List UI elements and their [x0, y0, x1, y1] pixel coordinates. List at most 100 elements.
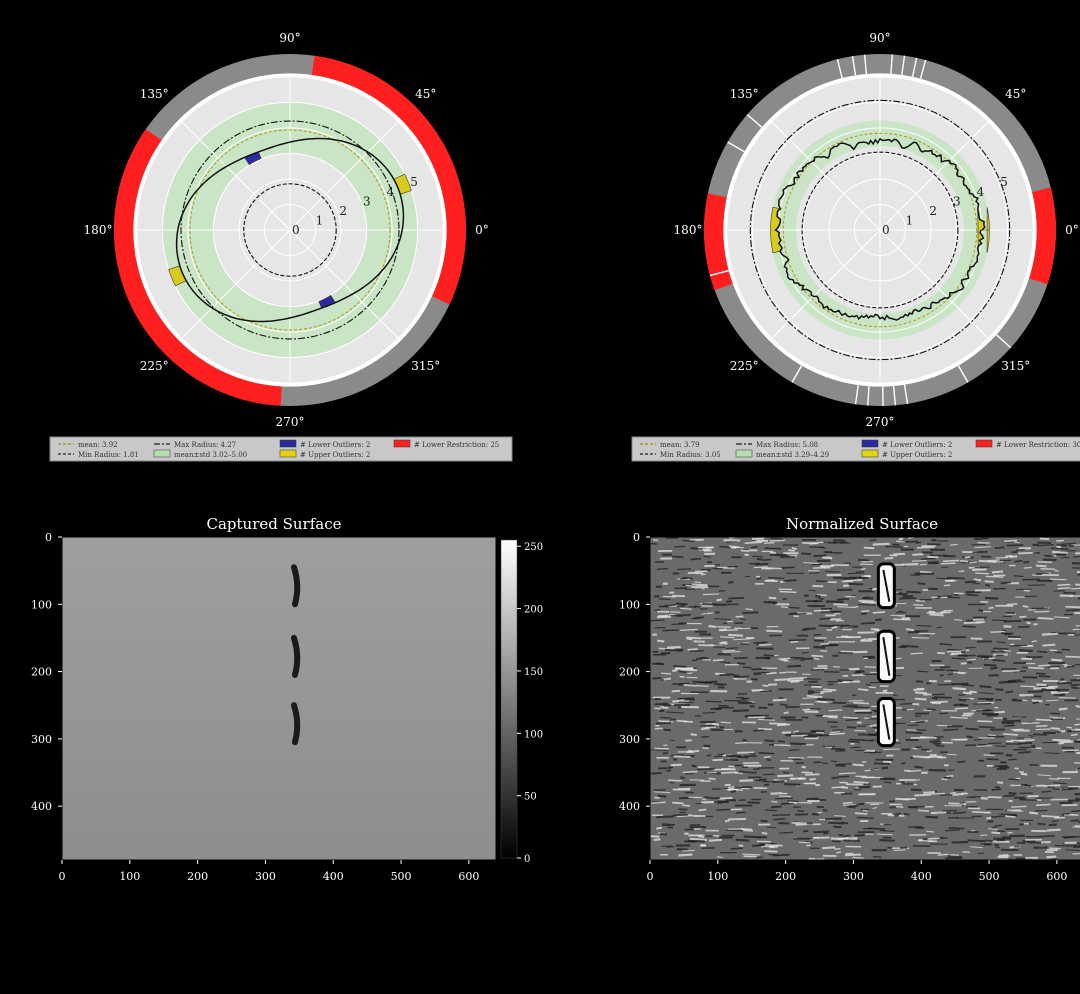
texture-streak	[862, 809, 869, 812]
colorbar-tick-label: 100	[524, 729, 543, 740]
texture-streak	[1056, 539, 1064, 542]
texture-streak	[1050, 691, 1069, 694]
texture-streak	[677, 697, 694, 700]
texture-streak	[713, 618, 731, 621]
texture-streak	[678, 853, 693, 857]
texture-streak	[1002, 836, 1012, 839]
texture-streak	[1038, 664, 1051, 667]
texture-streak	[683, 683, 696, 687]
texture-streak	[985, 575, 1004, 578]
texture-streak	[930, 811, 947, 815]
angle-tick-label: 315°	[1001, 359, 1030, 373]
texture-streak	[1057, 583, 1071, 586]
texture-streak	[815, 731, 824, 734]
texture-streak	[725, 600, 733, 603]
texture-streak	[787, 664, 801, 668]
texture-streak	[668, 779, 683, 782]
legend-label: Max Radius: 5.08	[756, 441, 818, 449]
texture-streak	[965, 727, 979, 731]
texture-streak	[975, 709, 993, 712]
texture-streak	[1041, 790, 1052, 793]
texture-streak	[1003, 724, 1015, 727]
texture-streak	[1046, 855, 1057, 859]
colorbar-tick-label: 250	[524, 542, 543, 553]
texture-streak	[824, 551, 843, 554]
texture-streak	[732, 709, 749, 713]
texture-streak	[813, 830, 830, 834]
ring-tick	[911, 57, 918, 77]
texture-streak	[650, 835, 660, 838]
texture-streak	[825, 817, 843, 821]
texture-streak	[756, 577, 762, 580]
texture-streak	[777, 774, 794, 778]
texture-streak	[671, 689, 680, 693]
texture-streak	[669, 614, 684, 617]
texture-streak	[779, 671, 787, 674]
radial-tick-label: 4	[977, 185, 985, 199]
texture-streak	[660, 832, 667, 836]
texture-streak	[745, 714, 761, 717]
radial-tick-label: 1	[906, 213, 914, 227]
texture-streak	[810, 668, 824, 671]
texture-streak	[730, 790, 737, 793]
texture-streak	[938, 562, 956, 565]
texture-streak	[728, 633, 743, 637]
texture-streak	[1011, 805, 1027, 808]
surface-mark-detail	[882, 569, 891, 602]
texture-streak	[939, 712, 949, 715]
texture-streak	[738, 844, 744, 847]
texture-streak	[657, 639, 665, 643]
texture-streak	[710, 644, 723, 646]
plot-title: Captured Surface	[206, 515, 341, 533]
radial-tick-label: 2	[339, 204, 347, 218]
texture-streak	[762, 558, 772, 562]
texture-streak	[1070, 587, 1080, 590]
texture-streak	[752, 843, 765, 847]
texture-streak	[1038, 544, 1054, 547]
texture-streak	[766, 826, 777, 829]
texture-streak	[951, 657, 965, 660]
texture-streak	[931, 697, 938, 700]
texture-streak	[990, 630, 1006, 633]
grid-spoke	[289, 229, 399, 339]
texture-streak	[1014, 767, 1019, 770]
texture-streak	[738, 770, 757, 774]
texture-streak	[789, 676, 807, 680]
legend-swatch	[279, 449, 297, 458]
texture-streak	[805, 797, 819, 801]
texture-streak	[853, 780, 869, 784]
texture-streak	[780, 658, 788, 662]
texture-streak	[853, 605, 859, 609]
texture-streak	[1031, 607, 1049, 610]
texture-streak	[969, 561, 978, 564]
texture-streak	[919, 563, 927, 566]
texture-streak	[1056, 544, 1067, 547]
texture-streak	[766, 567, 783, 570]
grid-spoke	[181, 121, 291, 231]
texture-streak	[978, 692, 994, 695]
radial-tick-label: 5	[1000, 175, 1008, 189]
texture-streak	[937, 652, 945, 655]
texture-streak	[708, 777, 716, 781]
texture-streak	[669, 782, 675, 784]
texture-streak	[662, 704, 672, 707]
texture-streak	[830, 731, 840, 734]
texture-streak	[986, 765, 994, 767]
texture-streak	[929, 613, 944, 617]
texture-streak	[691, 583, 708, 587]
texture-streak	[864, 769, 871, 772]
texture-streak	[670, 763, 682, 767]
ring-tick	[901, 55, 906, 75]
texture-streak	[779, 703, 788, 707]
texture-streak	[680, 628, 698, 631]
texture-streak	[1056, 545, 1062, 549]
texture-streak	[769, 539, 786, 542]
x-tick-label: 200	[775, 870, 796, 883]
texture-streak	[815, 580, 829, 583]
texture-streak	[892, 694, 898, 697]
texture-streak	[1053, 782, 1067, 785]
texture-streak	[972, 568, 987, 572]
texture-streak	[676, 719, 688, 723]
texture-streak	[652, 676, 662, 680]
texture-streak	[667, 826, 673, 829]
